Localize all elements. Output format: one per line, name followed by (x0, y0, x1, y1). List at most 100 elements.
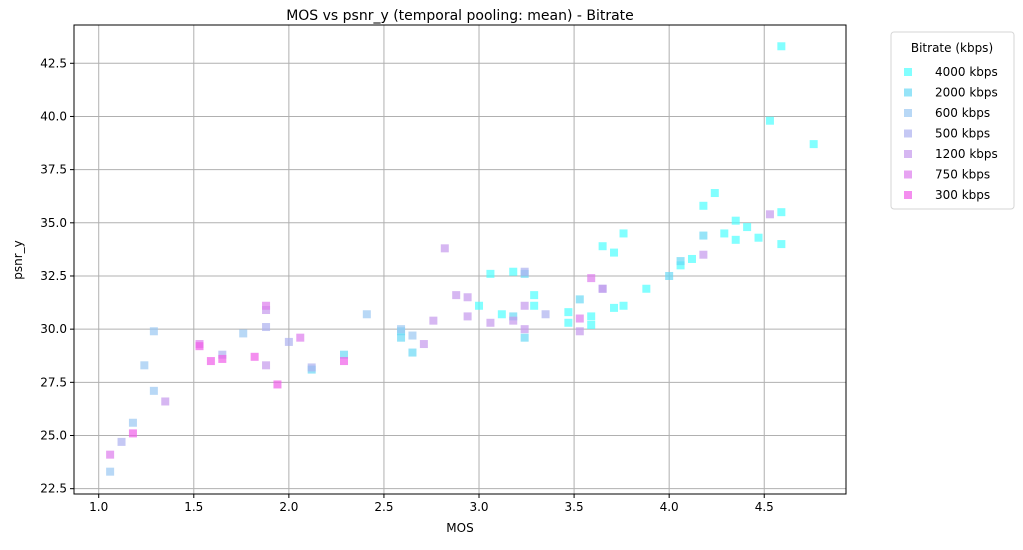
y-tick-label: 25.0 (40, 429, 67, 443)
y-tick-label: 35.0 (40, 216, 67, 230)
data-point (699, 201, 708, 210)
x-tick-label: 3.5 (565, 500, 584, 514)
grid (74, 25, 846, 494)
y-tick-label: 22.5 (40, 482, 67, 496)
data-point (486, 318, 495, 327)
data-point (206, 357, 215, 366)
data-point (642, 284, 651, 293)
data-point (598, 284, 607, 293)
data-point (587, 312, 596, 321)
data-point (509, 316, 518, 325)
data-point (250, 352, 259, 361)
legend-box (890, 31, 1015, 210)
data-point (117, 437, 126, 446)
legend-marker (904, 68, 912, 76)
data-point (106, 467, 115, 476)
chart-title: MOS vs psnr_y (temporal pooling: mean) -… (286, 8, 634, 24)
legend-marker (904, 150, 912, 158)
data-point (731, 216, 740, 225)
x-tick-label: 2.0 (279, 500, 298, 514)
data-point (765, 210, 774, 219)
x-tick-label: 3.0 (469, 500, 488, 514)
data-point (754, 233, 763, 242)
data-point (262, 361, 271, 370)
data-point (564, 308, 573, 317)
y-tick-label: 32.5 (40, 269, 67, 283)
data-point (397, 333, 406, 342)
data-point (619, 301, 628, 310)
data-point (530, 291, 539, 300)
data-point (218, 354, 227, 363)
data-point (520, 325, 529, 334)
x-tick-label: 1.5 (184, 500, 203, 514)
x-tick-label: 4.5 (755, 500, 774, 514)
legend-label: 500 kbps (935, 127, 990, 141)
data-point (765, 116, 774, 125)
data-point (665, 271, 674, 280)
plot-frame (73, 24, 847, 495)
data-point (475, 301, 484, 310)
data-point (497, 310, 506, 319)
legend-label: 600 kbps (935, 106, 990, 120)
y-axis-label: psnr_y (11, 240, 25, 280)
y-tick-label: 27.5 (40, 375, 67, 389)
legend-label: 2000 kbps (935, 86, 998, 100)
y-tick-label: 37.5 (40, 163, 67, 177)
data-point (307, 363, 316, 372)
data-point (239, 329, 248, 338)
data-point (140, 361, 149, 370)
data-point (575, 327, 584, 336)
data-point (340, 350, 349, 359)
data-point (541, 310, 550, 319)
legend-label: 750 kbps (935, 168, 990, 182)
data-point (284, 337, 293, 346)
data-point (509, 312, 518, 321)
data-point (575, 295, 584, 304)
data-point (486, 269, 495, 278)
data-point (687, 254, 696, 263)
data-point (262, 323, 271, 332)
data-point (598, 242, 607, 251)
data-point (463, 293, 472, 302)
data-point (520, 267, 529, 276)
legend-marker (904, 191, 912, 199)
y-tick-label: 30.0 (40, 322, 67, 336)
data-point (128, 429, 137, 438)
data-point (575, 314, 584, 323)
legend-label: 1200 kbps (935, 147, 998, 161)
axis-ticks: 1.0 1.5 2.0 2.5 3.0 3.5 4.0 4.5 22.5 25.0 27.5 30.0… (40, 56, 774, 514)
data-point (340, 357, 349, 366)
data-point (262, 306, 271, 315)
data-point (777, 208, 786, 217)
data-point (429, 316, 438, 325)
x-axis-label: MOS (446, 521, 473, 535)
data-points (106, 42, 818, 476)
y-tick-label: 40.0 (40, 109, 67, 123)
data-point (408, 331, 417, 340)
data-point (777, 42, 786, 51)
legend-items: 4000 kbps 2000 kbps 600 kbps 500 kbps 1200 k… (904, 65, 998, 202)
data-point (777, 240, 786, 249)
data-point (587, 320, 596, 329)
data-point (452, 291, 461, 300)
data-point (397, 325, 406, 334)
legend-title: Bitrate (kbps) (911, 41, 993, 55)
data-point (128, 418, 137, 427)
data-point (564, 318, 573, 327)
data-point (610, 303, 619, 312)
data-point (530, 301, 539, 310)
legend-marker (904, 170, 912, 179)
data-point (149, 327, 158, 336)
data-point (195, 342, 204, 351)
data-point (710, 189, 719, 198)
data-point (743, 223, 752, 232)
data-point (699, 231, 708, 240)
data-point (296, 333, 305, 342)
legend-marker (904, 109, 912, 117)
x-tick-label: 1.0 (89, 500, 108, 514)
data-point (699, 250, 708, 259)
x-tick-label: 4.0 (660, 500, 679, 514)
legend: Bitrate (kbps) 4000 kbps 2000 kbps 600 kbp… (890, 31, 1015, 210)
